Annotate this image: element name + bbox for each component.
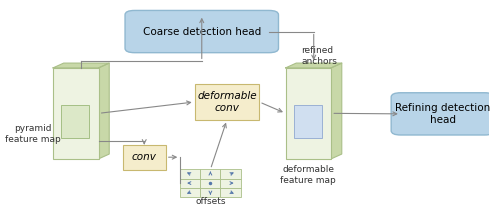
Text: Coarse detection head: Coarse detection head xyxy=(142,27,261,37)
Text: deformable
conv: deformable conv xyxy=(197,91,257,113)
FancyBboxPatch shape xyxy=(286,68,331,159)
FancyBboxPatch shape xyxy=(391,93,494,135)
Text: offsets: offsets xyxy=(195,197,226,206)
FancyBboxPatch shape xyxy=(220,169,240,179)
Polygon shape xyxy=(286,63,342,68)
Text: conv: conv xyxy=(132,152,156,162)
Polygon shape xyxy=(331,63,342,159)
FancyBboxPatch shape xyxy=(220,188,240,197)
FancyBboxPatch shape xyxy=(220,179,240,188)
Polygon shape xyxy=(98,63,109,159)
FancyBboxPatch shape xyxy=(125,10,278,53)
FancyBboxPatch shape xyxy=(200,188,220,197)
Polygon shape xyxy=(53,63,109,68)
Text: refined
anchors: refined anchors xyxy=(302,46,338,66)
FancyBboxPatch shape xyxy=(200,169,220,179)
FancyBboxPatch shape xyxy=(180,179,201,188)
FancyBboxPatch shape xyxy=(200,179,220,188)
Text: pyramid
feature map: pyramid feature map xyxy=(5,124,61,144)
FancyBboxPatch shape xyxy=(53,68,98,159)
FancyBboxPatch shape xyxy=(62,105,89,138)
FancyBboxPatch shape xyxy=(180,188,201,197)
FancyBboxPatch shape xyxy=(194,84,260,120)
Text: deformable
feature map: deformable feature map xyxy=(280,165,336,185)
FancyBboxPatch shape xyxy=(122,145,166,170)
FancyBboxPatch shape xyxy=(294,105,322,138)
Text: Refining detection
head: Refining detection head xyxy=(395,103,490,125)
FancyBboxPatch shape xyxy=(180,169,201,179)
